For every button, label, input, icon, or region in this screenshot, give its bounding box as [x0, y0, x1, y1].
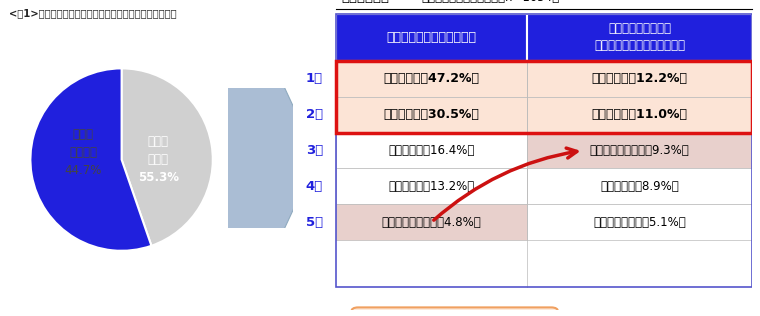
FancyBboxPatch shape — [351, 307, 558, 316]
Text: 分析・活用しているデータ: 分析・活用しているデータ — [387, 31, 477, 44]
Text: 1位: 1位 — [306, 72, 323, 85]
FancyBboxPatch shape — [336, 14, 527, 61]
Text: 勤怠データ（13.2%）: 勤怠データ（13.2%） — [388, 180, 475, 193]
FancyBboxPatch shape — [336, 97, 527, 132]
Text: 会計データ（16.4%）: 会計データ（16.4%） — [388, 144, 475, 157]
FancyBboxPatch shape — [527, 14, 752, 61]
Wedge shape — [122, 68, 213, 246]
Text: 5位: 5位 — [306, 216, 323, 228]
FancyBboxPatch shape — [336, 132, 527, 168]
Text: <図1>【企業の就業者のデータ関与状況とデータの種類】: <図1>【企業の就業者のデータ関与状況とデータの種類】 — [9, 8, 177, 18]
Text: データの種類: データの種類 — [341, 0, 389, 4]
FancyBboxPatch shape — [527, 204, 752, 240]
FancyBboxPatch shape — [336, 204, 527, 240]
Text: 2位: 2位 — [306, 108, 323, 121]
Text: 会計データ（8.9%）: 会計データ（8.9%） — [600, 180, 679, 193]
Text: オープンデータ（5.1%）: オープンデータ（5.1%） — [594, 216, 686, 228]
FancyBboxPatch shape — [220, 47, 317, 269]
Text: アスキングデータ（4.8%）: アスキングデータ（4.8%） — [382, 216, 482, 228]
FancyBboxPatch shape — [336, 168, 527, 204]
FancyBboxPatch shape — [527, 168, 752, 204]
FancyBboxPatch shape — [527, 132, 752, 168]
FancyBboxPatch shape — [527, 97, 752, 132]
FancyBboxPatch shape — [527, 61, 752, 97]
Text: 今はできていないが
今後分析・活用したいデータ: 今はできていないが 今後分析・活用したいデータ — [594, 22, 686, 52]
Text: データ
関与者
55.3%: データ 関与者 55.3% — [138, 135, 179, 184]
Text: 顧客データ（12.2%）: 顧客データ（12.2%） — [592, 72, 688, 85]
Text: 売上データ（47.2%）: 売上データ（47.2%） — [384, 72, 480, 85]
Text: アスキングデータ（9.3%）: アスキングデータ（9.3%） — [590, 144, 689, 157]
Text: 売上データ（11.0%）: 売上データ（11.0%） — [592, 108, 688, 121]
Text: 顧客データ（30.5%）: 顧客データ（30.5%） — [384, 108, 480, 121]
Text: データ
非関与者
44.7%: データ 非関与者 44.7% — [65, 128, 102, 177]
FancyBboxPatch shape — [336, 61, 527, 97]
Text: 3位: 3位 — [306, 144, 323, 157]
Wedge shape — [30, 68, 151, 251]
Text: 【データ関与者ベース】（n=1054）: 【データ関与者ベース】（n=1054） — [421, 0, 559, 4]
Text: 4位: 4位 — [306, 180, 323, 193]
